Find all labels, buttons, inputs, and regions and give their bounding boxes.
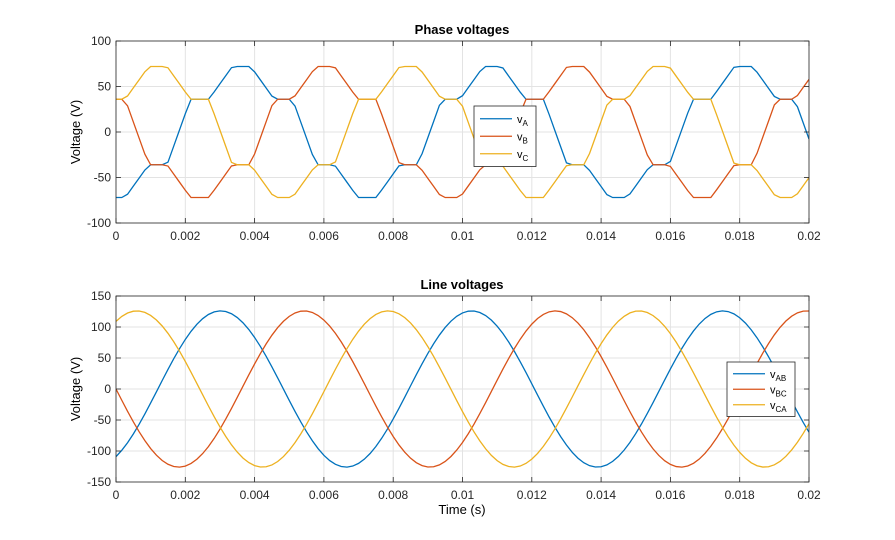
y-tick-label: 150 [91,289,111,303]
x-tick-label: 0.014 [586,229,616,243]
x-tick-label: 0.02 [797,488,821,502]
y-tick-label: 0 [104,382,111,396]
x-tick-label: 0.008 [378,488,408,502]
x-tick-label: 0.02 [797,229,821,243]
y-tick-label: -100 [87,216,111,230]
x-tick-label: 0.002 [170,229,200,243]
line-voltages-x-axis-label: Time (s) [438,502,485,517]
x-tick-label: 0.012 [517,488,547,502]
series-line-v-ab [116,310,809,468]
x-tick-label: 0 [113,488,120,502]
x-tick-label: 0.01 [451,229,475,243]
x-tick-label: 0.014 [586,488,616,502]
series-line-v-ca [116,310,809,468]
x-tick-label: 0.016 [655,229,685,243]
phase-voltages-y-axis-label: Voltage (V) [68,100,83,164]
legend-entry: vA [517,114,529,128]
x-tick-label: 0 [113,229,120,243]
x-tick-label: 0.016 [655,488,685,502]
series-line-v-bc [116,310,809,468]
legend: vA vB vC [473,105,537,167]
line-voltages-y-axis-label: Voltage (V) [68,357,83,421]
y-tick-label: -100 [87,444,111,458]
series-line-v-c [116,65,809,199]
y-tick-label: 50 [98,351,112,365]
legend-entry: vCA [770,400,787,414]
y-tick-label: -50 [94,171,112,185]
x-tick-label: 0.006 [309,229,339,243]
y-tick-label: -150 [87,475,111,489]
x-tick-label: 0.018 [725,229,755,243]
x-tick-label: 0.012 [517,229,547,243]
y-tick-label: 100 [91,34,111,48]
phase-voltages-axes: Phase voltages Voltage (V) 0 0.002 0.004 0.… [68,22,821,243]
x-tick-label: 0.002 [170,488,200,502]
series-line-v-b [116,65,809,199]
x-tick-label: 0.006 [309,488,339,502]
y-tick-label: 100 [91,320,111,334]
x-tick-label: 0.01 [451,488,475,502]
y-tick-label: 0 [104,125,111,139]
legend-entry: vAB [770,369,786,383]
x-tick-label: 0.008 [378,229,408,243]
x-tick-label: 0.004 [240,488,270,502]
phase-voltages-title: Phase voltages [415,22,510,37]
x-tick-label: 0.004 [240,229,270,243]
line-voltages-axes: Line voltages Voltage (V) Time (s) 0 0.00… [68,277,821,517]
line-voltages-title: Line voltages [420,277,503,292]
x-tick-label: 0.018 [725,488,755,502]
legend-entry: vC [517,149,529,163]
y-tick-label: 50 [98,80,112,94]
legend-entry: vBC [770,384,787,398]
y-tick-label: -50 [94,413,112,427]
legend-entry: vB [517,131,528,145]
